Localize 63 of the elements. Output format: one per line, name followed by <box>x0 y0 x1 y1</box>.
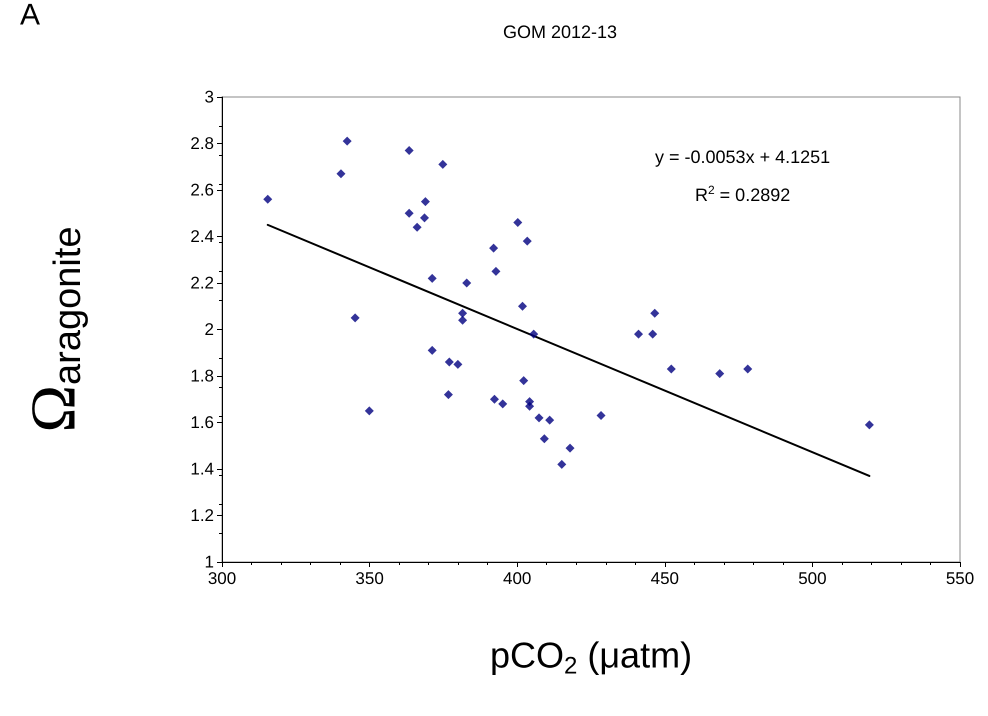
point <box>557 460 566 469</box>
point <box>350 313 360 322</box>
x-tick-label: 550 <box>946 569 974 588</box>
point <box>545 416 554 425</box>
point <box>420 213 430 222</box>
point <box>458 308 468 318</box>
point <box>566 444 575 453</box>
point <box>263 194 272 204</box>
point <box>864 420 874 430</box>
y-tick-label: 2.4 <box>190 227 214 246</box>
point <box>489 244 498 253</box>
y-tick-label: 2.8 <box>190 134 214 153</box>
y-tick-label: 2 <box>204 320 214 339</box>
point <box>534 413 544 422</box>
x-tick-label: 350 <box>355 569 384 588</box>
point <box>444 390 453 400</box>
y-tick-label: 1.2 <box>190 506 214 525</box>
x-tick-label: 300 <box>208 569 236 588</box>
point <box>412 222 422 232</box>
point <box>462 278 472 288</box>
x-tick-label: 450 <box>650 569 679 588</box>
point <box>519 376 528 386</box>
point <box>404 208 414 218</box>
point <box>525 402 534 411</box>
y-tick-label: 1 <box>204 552 214 572</box>
point <box>364 406 374 416</box>
point <box>404 146 414 155</box>
text: A <box>20 0 40 32</box>
y-tick-label: 2.2 <box>190 274 214 292</box>
y-tick-label: 2.6 <box>190 180 214 200</box>
y-tick-label: 1.4 <box>190 460 214 478</box>
point <box>428 274 437 283</box>
y-tick-label: 3 <box>204 88 214 106</box>
point <box>650 308 660 318</box>
point <box>596 411 606 420</box>
point <box>438 160 448 169</box>
point <box>634 330 644 339</box>
point <box>458 316 468 325</box>
x-tick-label: 500 <box>798 569 827 588</box>
y-tick-label: 1.6 <box>190 413 214 432</box>
point <box>498 399 508 408</box>
point <box>513 218 522 228</box>
point <box>529 330 538 339</box>
y-tick-label: 1.8 <box>190 366 214 386</box>
annotation: y = -0.0053x + 4.1251 <box>655 147 830 167</box>
point <box>715 369 724 378</box>
point <box>540 434 549 444</box>
point <box>336 169 346 178</box>
point <box>453 360 462 369</box>
point <box>648 330 658 339</box>
point <box>491 266 500 276</box>
chart-title: GOM 2012-13 <box>502 22 618 42</box>
point <box>428 346 437 355</box>
point <box>490 394 499 404</box>
point <box>444 358 454 367</box>
point <box>666 364 676 374</box>
y-axis-title: Ωaragonite <box>18 226 89 433</box>
point <box>743 364 752 374</box>
point <box>420 197 430 206</box>
point <box>522 236 532 246</box>
x-tick-label: 400 <box>503 569 532 588</box>
point <box>342 136 352 146</box>
point <box>518 302 528 311</box>
